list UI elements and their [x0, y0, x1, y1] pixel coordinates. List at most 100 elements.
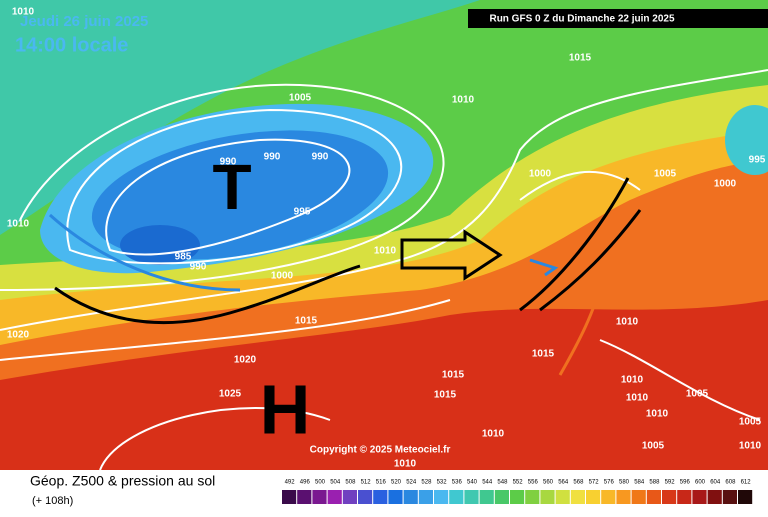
- scale-label: 576: [604, 480, 615, 486]
- scale-swatch: [297, 490, 312, 504]
- scale-swatch: [403, 490, 418, 504]
- isobar-label: 1010: [616, 317, 639, 328]
- scale-label: 496: [300, 480, 311, 486]
- scale-swatch: [479, 490, 494, 504]
- high-letter: H: [260, 370, 311, 448]
- isobar-label: 1005: [739, 417, 762, 428]
- isobar-label: 985: [175, 252, 192, 263]
- scale-swatch: [282, 490, 297, 504]
- legend-subtitle: (+ 108h): [32, 495, 73, 507]
- isobar-label: 1010: [482, 429, 505, 440]
- isobar-label: 1015: [434, 390, 457, 401]
- scale-label: 492: [285, 480, 296, 486]
- scale-swatch: [722, 490, 737, 504]
- scale-swatch: [464, 490, 479, 504]
- teal-zone: [0, 0, 480, 235]
- scale-label: 572: [589, 480, 600, 486]
- scale-label: 508: [345, 480, 356, 486]
- scale-label: 612: [741, 480, 752, 486]
- scale-swatch: [525, 490, 540, 504]
- scale-label: 560: [543, 480, 554, 486]
- scale-swatch: [692, 490, 707, 504]
- scale-label: 516: [376, 480, 387, 486]
- valid-date: Jeudi 26 juin 2025: [20, 13, 148, 30]
- scale-swatch: [342, 490, 357, 504]
- scale-swatch: [707, 490, 722, 504]
- isobar-label: 1005: [289, 93, 312, 104]
- isobar-label: 1010: [394, 459, 417, 470]
- scale-label: 528: [421, 480, 432, 486]
- isobar-label: 1015: [569, 53, 592, 64]
- isobar-label: 1010: [621, 375, 644, 386]
- isobar-label: 1000: [714, 179, 737, 190]
- run-info: Run GFS 0 Z du Dimanche 22 juin 2025: [489, 14, 674, 25]
- warm-arrow: [558, 284, 602, 376]
- scale-swatch: [494, 490, 509, 504]
- scale-swatch: [738, 490, 753, 504]
- isobar-label: 1005: [654, 169, 677, 180]
- scale-swatch: [646, 490, 661, 504]
- legend-title: Géop. Z500 & pression au sol: [30, 473, 215, 489]
- scale-label: 524: [406, 480, 417, 486]
- isobar-label: 1010: [12, 7, 35, 18]
- isobar-label: 1010: [646, 409, 669, 420]
- scale-label: 604: [710, 480, 721, 486]
- isobar-label: 995: [294, 207, 311, 218]
- scale-swatch: [449, 490, 464, 504]
- scale-label: 580: [619, 480, 630, 486]
- scale-label: 500: [315, 480, 326, 486]
- scale-label: 512: [361, 480, 372, 486]
- scale-label: 536: [452, 480, 463, 486]
- scale-label: 564: [558, 480, 569, 486]
- scale-swatch: [570, 490, 585, 504]
- scale-swatch: [555, 490, 570, 504]
- jet-arrow: [48, 213, 241, 292]
- isobar-label: 1015: [532, 349, 555, 360]
- isobar-label: 1015: [295, 316, 318, 327]
- isobar-label: 1025: [219, 389, 242, 400]
- isobar-label: 1010: [739, 441, 762, 452]
- isobars: [0, 69, 768, 471]
- isobar-label: 990: [190, 262, 207, 273]
- scale-swatch: [418, 490, 433, 504]
- scale-label: 584: [634, 480, 645, 486]
- color-scale: 492 496 500 504 508 512 516 520 524 528 532 536 540 5…: [282, 480, 753, 504]
- scale-label: 608: [725, 480, 736, 486]
- isobar-label: 990: [312, 152, 329, 163]
- scale-label: 596: [680, 480, 691, 486]
- isobar-label: 990: [264, 152, 281, 163]
- isobar-label: 1005: [686, 389, 709, 400]
- isobar-label: 1020: [7, 330, 30, 341]
- scale-swatch: [586, 490, 601, 504]
- teal-zone: [725, 105, 768, 175]
- isobar-label: 1010: [452, 95, 475, 106]
- scale-swatch: [631, 490, 646, 504]
- scale-label: 548: [497, 480, 508, 486]
- scale-label: 552: [513, 480, 524, 486]
- scale-label: 532: [437, 480, 448, 486]
- isobar-label: 1020: [234, 355, 257, 366]
- scale-swatch: [510, 490, 525, 504]
- copyright: Copyright © 2025 Meteociel.fr: [310, 445, 451, 456]
- scale-swatch: [388, 490, 403, 504]
- run-banner: [468, 9, 768, 28]
- scale-label: 520: [391, 480, 402, 486]
- isobar-label: 990: [220, 157, 237, 168]
- scale-label: 588: [649, 480, 660, 486]
- scale-swatch: [601, 490, 616, 504]
- scale-label: 556: [528, 480, 539, 486]
- scale-label: 504: [330, 480, 341, 486]
- scale-swatch: [677, 490, 692, 504]
- scale-swatch: [616, 490, 631, 504]
- isobar-label: 1000: [529, 169, 552, 180]
- scale-swatch: [358, 490, 373, 504]
- flow-arrow: [400, 229, 503, 281]
- isobar-label: 1010: [7, 219, 30, 230]
- isobar-label: 1000: [271, 271, 294, 282]
- scale-swatch: [373, 490, 388, 504]
- scale-label: 592: [665, 480, 676, 486]
- isobar-label: 1010: [626, 393, 649, 404]
- scale-swatch: [312, 490, 327, 504]
